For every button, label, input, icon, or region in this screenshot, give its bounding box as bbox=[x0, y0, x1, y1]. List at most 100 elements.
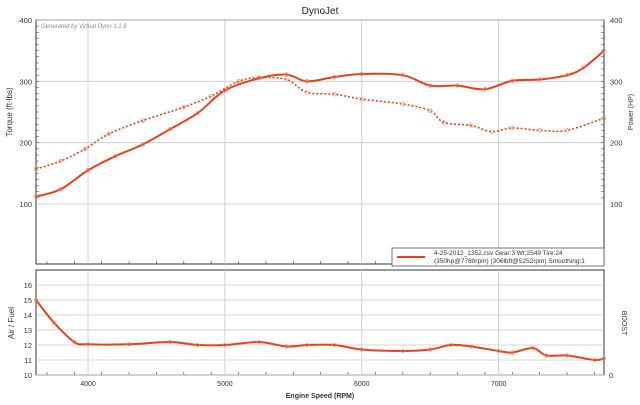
y-tick-label: 300 bbox=[19, 77, 32, 86]
air-fuel-point bbox=[304, 342, 310, 348]
torque-point bbox=[537, 128, 542, 133]
power-point bbox=[332, 74, 337, 80]
power-point bbox=[455, 83, 460, 88]
chart-title: DynoJet bbox=[302, 6, 339, 17]
x-tick-label: 7000 bbox=[491, 381, 507, 388]
y2-tick-label: 100 bbox=[610, 200, 623, 209]
torque-point bbox=[601, 115, 607, 121]
afr-tick-label: 15 bbox=[24, 296, 32, 305]
afr-tick-label: 14 bbox=[24, 311, 32, 320]
air-fuel-point bbox=[72, 339, 77, 345]
power-point bbox=[58, 187, 63, 192]
air-fuel-point bbox=[222, 342, 228, 348]
air-fuel-point bbox=[400, 348, 405, 354]
air-fuel-point bbox=[126, 342, 132, 347]
torque-point bbox=[181, 104, 186, 110]
air-fuel-point bbox=[496, 348, 501, 354]
air-fuel-point bbox=[332, 342, 337, 348]
power-point bbox=[304, 79, 310, 84]
air-fuel-point bbox=[469, 344, 474, 349]
afr-axis-label: Air / Fuel bbox=[7, 307, 16, 339]
torque-point bbox=[106, 131, 111, 137]
torque-point bbox=[441, 120, 447, 125]
power-point bbox=[510, 78, 515, 83]
air-fuel-point bbox=[85, 342, 91, 347]
y-tick-label: 200 bbox=[19, 139, 32, 148]
afr-tick-label: 11 bbox=[24, 356, 32, 365]
air-fuel-point bbox=[544, 353, 549, 358]
y2-tick-label: 400 bbox=[610, 16, 623, 25]
air-fuel-point bbox=[510, 350, 515, 355]
y-tick-label: 400 bbox=[19, 16, 32, 25]
power-point bbox=[284, 72, 289, 77]
afr-tick-label: 13 bbox=[24, 326, 32, 335]
afr-tick-label: 16 bbox=[24, 281, 32, 290]
torque-point bbox=[428, 108, 433, 113]
power-point bbox=[581, 65, 586, 70]
torque-point bbox=[284, 77, 289, 82]
power-point bbox=[140, 142, 145, 147]
power-point bbox=[33, 194, 39, 199]
boost-tick-label: 0 bbox=[609, 371, 613, 380]
air-fuel-point bbox=[564, 353, 570, 358]
air-fuel-point bbox=[428, 347, 433, 352]
air-fuel-point bbox=[592, 357, 597, 363]
y-tick-label: 100 bbox=[19, 200, 32, 209]
torque-point bbox=[236, 79, 241, 84]
power-point bbox=[482, 87, 488, 92]
air-fuel-point bbox=[530, 345, 535, 351]
air-fuel-point bbox=[167, 339, 173, 345]
air-fuel-point bbox=[359, 347, 364, 352]
legend-line2: (350hp@7780rpm) (306lbft@5252rpm) Smooth… bbox=[434, 258, 585, 265]
torque-point bbox=[400, 101, 405, 107]
legend: 4-25-2012_1352.csv Gear:3 Wt:2549 Tire:2… bbox=[391, 247, 605, 267]
power-point bbox=[113, 154, 118, 159]
air-fuel-line bbox=[35, 299, 605, 362]
torque-point bbox=[209, 93, 214, 99]
bottom-panel-frame bbox=[35, 269, 605, 376]
power-point bbox=[400, 73, 405, 78]
boost-axis-label: BOOST bbox=[620, 311, 627, 336]
power-point bbox=[359, 71, 364, 77]
air-fuel-point bbox=[448, 342, 453, 348]
torque-point bbox=[564, 128, 570, 133]
power-point bbox=[537, 77, 542, 82]
torque-point bbox=[510, 125, 515, 131]
x-tick-label: 5000 bbox=[217, 381, 233, 388]
torque-point bbox=[33, 166, 39, 172]
torque-point bbox=[489, 129, 494, 134]
y-axis-label: Torque (ft-lbs) bbox=[5, 87, 14, 137]
torque-point bbox=[83, 146, 88, 151]
torque-point bbox=[469, 123, 474, 128]
x-tick-label: 4000 bbox=[80, 381, 96, 388]
torque-point bbox=[359, 96, 364, 102]
torque-point bbox=[256, 75, 262, 80]
torque-point bbox=[140, 118, 145, 123]
power-point bbox=[195, 111, 200, 116]
power-point bbox=[601, 48, 607, 53]
afr-tick-label: 12 bbox=[24, 341, 32, 350]
air-fuel-point bbox=[195, 342, 200, 348]
afr-tick-label: 10 bbox=[24, 371, 32, 380]
power-point bbox=[85, 168, 91, 173]
torque-point bbox=[58, 158, 63, 164]
x-axis-label: Engine Speed (RPM) bbox=[286, 393, 354, 400]
torque-point bbox=[304, 90, 310, 95]
air-fuel-point bbox=[33, 297, 39, 303]
power-point bbox=[222, 88, 228, 93]
power-point bbox=[167, 127, 173, 132]
power-point bbox=[564, 73, 570, 78]
top-panel-frame bbox=[35, 19, 605, 265]
power-line bbox=[35, 49, 605, 198]
air-fuel-point bbox=[284, 344, 289, 349]
torque-line bbox=[35, 76, 605, 170]
x-tick-label: 6000 bbox=[354, 381, 370, 388]
y2-tick-label: 200 bbox=[610, 139, 623, 148]
legend-line1: 4-25-2012_1352.csv Gear:3 Wt:2549 Tire:2… bbox=[434, 250, 563, 257]
power-point bbox=[428, 83, 433, 88]
air-fuel-point bbox=[601, 356, 607, 361]
torque-point bbox=[332, 92, 337, 97]
watermark: Generated by Virtual Dyno 1.1.8 bbox=[41, 24, 127, 30]
